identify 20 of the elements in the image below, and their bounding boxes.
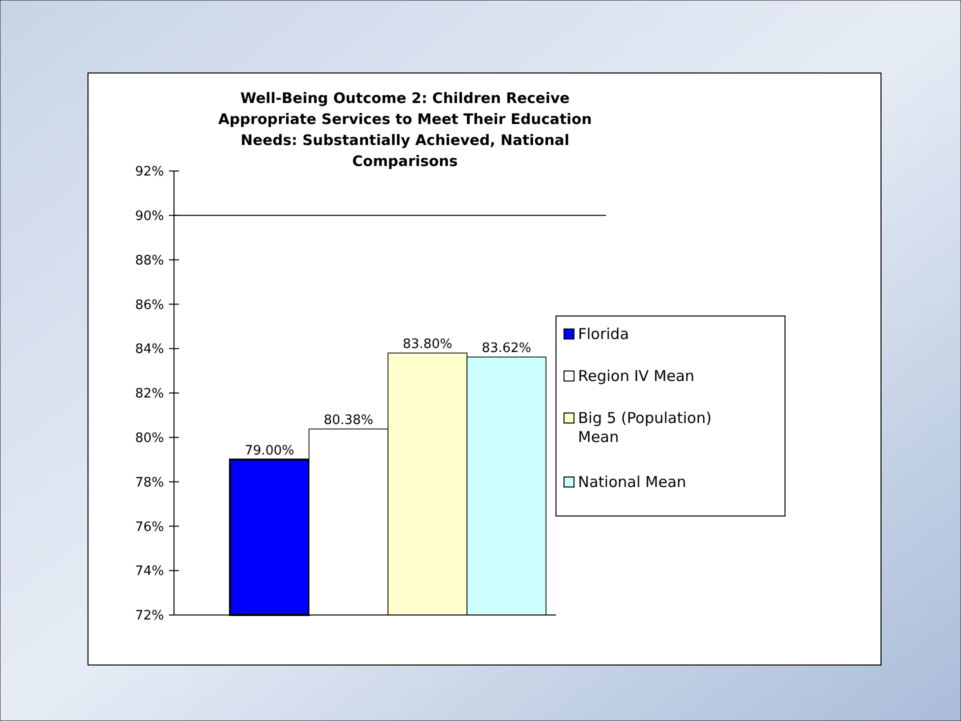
data-label: 79.00% [244,444,294,459]
legend-label: Florida [578,325,630,343]
data-label: 83.62% [482,341,532,356]
y-tick-label: 84% [135,342,164,358]
data-label: 80.38% [324,412,374,428]
y-tick-label: 78% [135,475,164,490]
y-tick-label: 88% [135,253,164,268]
y-tick-label: 76% [135,520,164,535]
y-tick-label: 74% [135,564,164,580]
y-tick-label: 92% [135,164,164,180]
y-tick-label: 80% [135,430,164,446]
data-label: 83.80% [402,337,452,352]
y-tick-label: 86% [135,298,164,313]
chart-title: Well-Being Outcome 2: Children Receive Appropriate Services to Meet Their Education Needs: Substantially Achieved, National Comparisons [218,91,592,170]
y-tick-label: 72% [135,608,164,624]
y-tick-label: 90% [135,208,164,224]
legend-label: Region IV Mean [578,367,694,385]
legend-label: Big 5 (Population) Mean [578,409,712,446]
legend-label: National Mean [578,473,686,491]
y-tick-label: 82% [135,386,164,402]
